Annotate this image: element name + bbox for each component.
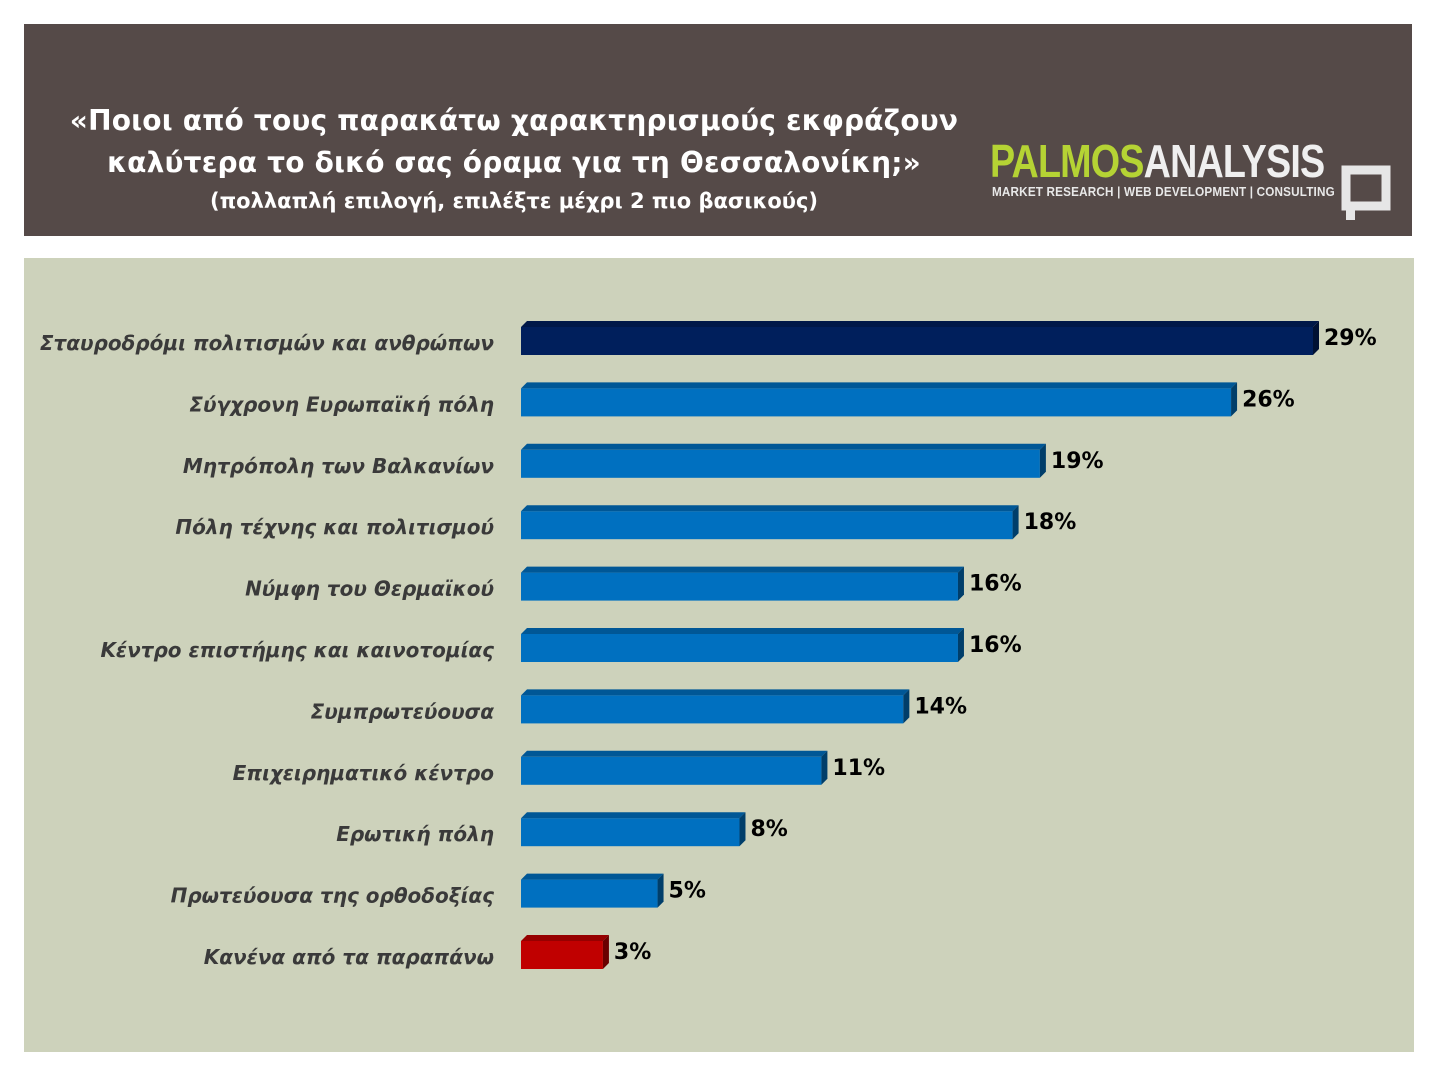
bar-chart: Σταυροδρόμι πολιτισμών και ανθρώπων 29% Σύ… <box>40 321 1377 969</box>
category-label: Νύμφη του Θερμαϊκού <box>245 577 494 601</box>
logo-square-icon <box>1341 165 1391 220</box>
bar-side-face <box>957 628 964 662</box>
data-label: 14% <box>914 694 967 719</box>
bar <box>521 449 1040 478</box>
category-label: Πόλη τέχνης και πολιτισμού <box>175 515 494 539</box>
bar-top-face <box>521 505 1019 512</box>
bar-side-face <box>957 566 964 601</box>
bar-top-face <box>521 812 746 819</box>
bar-top-face <box>521 689 910 696</box>
bar-row: Πρωτεύουσα της ορθοδοξίας 5% <box>171 873 706 908</box>
bar-top-face <box>521 321 1319 327</box>
category-label: Ερωτική πόλη <box>336 822 494 846</box>
category-label: Συμπρωτεύουσα <box>311 699 495 723</box>
bar-side-face <box>903 689 910 724</box>
data-label: 11% <box>832 756 885 781</box>
data-label: 3% <box>614 940 651 965</box>
bar-row: Επιχειρηματικό κέντρο 11% <box>233 750 885 785</box>
title-line-1: «Ποιοι από τους παρακάτω χαρακτηρισμούς … <box>69 104 959 137</box>
data-label: 19% <box>1051 449 1104 474</box>
chart-title: «Ποιοι από τους παρακάτω χαρακτηρισμούς … <box>64 100 964 218</box>
bar-top-face <box>521 566 964 573</box>
bar-row: Σύγχρονη Ευρωπαϊκή πόλη 26% <box>189 382 1295 417</box>
bar <box>521 695 904 724</box>
category-label: Σύγχρονη Ευρωπαϊκή πόλη <box>189 392 494 416</box>
bar-row: Μητρόπολη των Βαλκανίων 19% <box>183 443 1104 478</box>
bar-row: Κέντρο επιστήμης και καινοτομίας 16% <box>100 628 1022 662</box>
bar-side-face <box>657 873 664 908</box>
data-label: 16% <box>969 572 1022 597</box>
bar-side-face <box>1012 505 1019 540</box>
chart-subtitle: (πολλαπλή επιλογή, επιλέξτε μέχρι 2 πιο … <box>209 189 819 213</box>
bar-top-face <box>521 628 964 634</box>
bar-side-face <box>1231 382 1238 417</box>
data-label: 18% <box>1024 510 1077 535</box>
data-label: 5% <box>669 879 706 904</box>
bar-top-face <box>521 750 828 757</box>
bar-side-face <box>739 812 746 847</box>
bar-row: Κανένα από τα παραπάνω 3% <box>204 935 651 969</box>
logo-wordmark: PALMOSANALYSIS <box>990 135 1326 187</box>
bar-top-face <box>521 873 664 880</box>
logo-word-analysis: ANALYSIS <box>1143 135 1326 187</box>
palmos-analysis-logo: PALMOSANALYSIS MARKET RESEARCH | WEB DEV… <box>990 136 1400 234</box>
logo-tagline: MARKET RESEARCH | WEB DEVELOPMENT | CONS… <box>992 184 1335 199</box>
bar-top-face <box>521 382 1238 389</box>
bar <box>521 756 822 785</box>
bar <box>521 511 1013 540</box>
data-label: 8% <box>750 817 787 842</box>
bar <box>521 634 958 662</box>
bar-top-face <box>521 935 609 941</box>
category-label: Κέντρο επιστήμης και καινοτομίας <box>100 638 494 662</box>
bar <box>521 818 740 847</box>
bar-row: Πόλη τέχνης και πολιτισμού 18% <box>175 505 1077 540</box>
bar <box>521 327 1313 355</box>
category-label: Πρωτεύουσα της ορθοδοξίας <box>171 884 495 908</box>
bar <box>521 388 1232 417</box>
bar-row: Συμπρωτεύουσα 14% <box>311 689 967 724</box>
bar-side-face <box>1313 321 1319 355</box>
category-label: Επιχειρηματικό κέντρο <box>233 761 495 785</box>
bar-side-face <box>821 750 828 785</box>
bar-top-face <box>521 443 1046 450</box>
data-label: 16% <box>969 633 1022 658</box>
category-label: Κανένα από τα παραπάνω <box>204 945 494 969</box>
category-label: Σταυροδρόμι πολιτισμών και ανθρώπων <box>40 331 495 355</box>
data-label: 26% <box>1242 387 1295 412</box>
bar-row: Σταυροδρόμι πολιτισμών και ανθρώπων 29% <box>40 321 1377 355</box>
bar <box>521 879 658 908</box>
bar-side-face <box>602 935 609 969</box>
bar-row: Νύμφη του Θερμαϊκού 16% <box>245 566 1022 601</box>
logo-word-palmos: PALMOS <box>990 135 1144 187</box>
header-banner: «Ποιοι από τους παρακάτω χαρακτηρισμούς … <box>24 24 1412 236</box>
category-label: Μητρόπολη των Βαλκανίων <box>183 454 495 478</box>
title-line-2: καλύτερα το δικό σας όραμα για τη Θεσσαλ… <box>107 146 921 179</box>
bar <box>521 941 603 969</box>
bar <box>521 572 958 601</box>
bar-row: Ερωτική πόλη 8% <box>336 812 788 847</box>
chart-panel: Σταυροδρόμι πολιτισμών και ανθρώπων 29% Σύ… <box>24 258 1414 1052</box>
bar-side-face <box>1039 443 1046 478</box>
data-label: 29% <box>1324 326 1377 351</box>
